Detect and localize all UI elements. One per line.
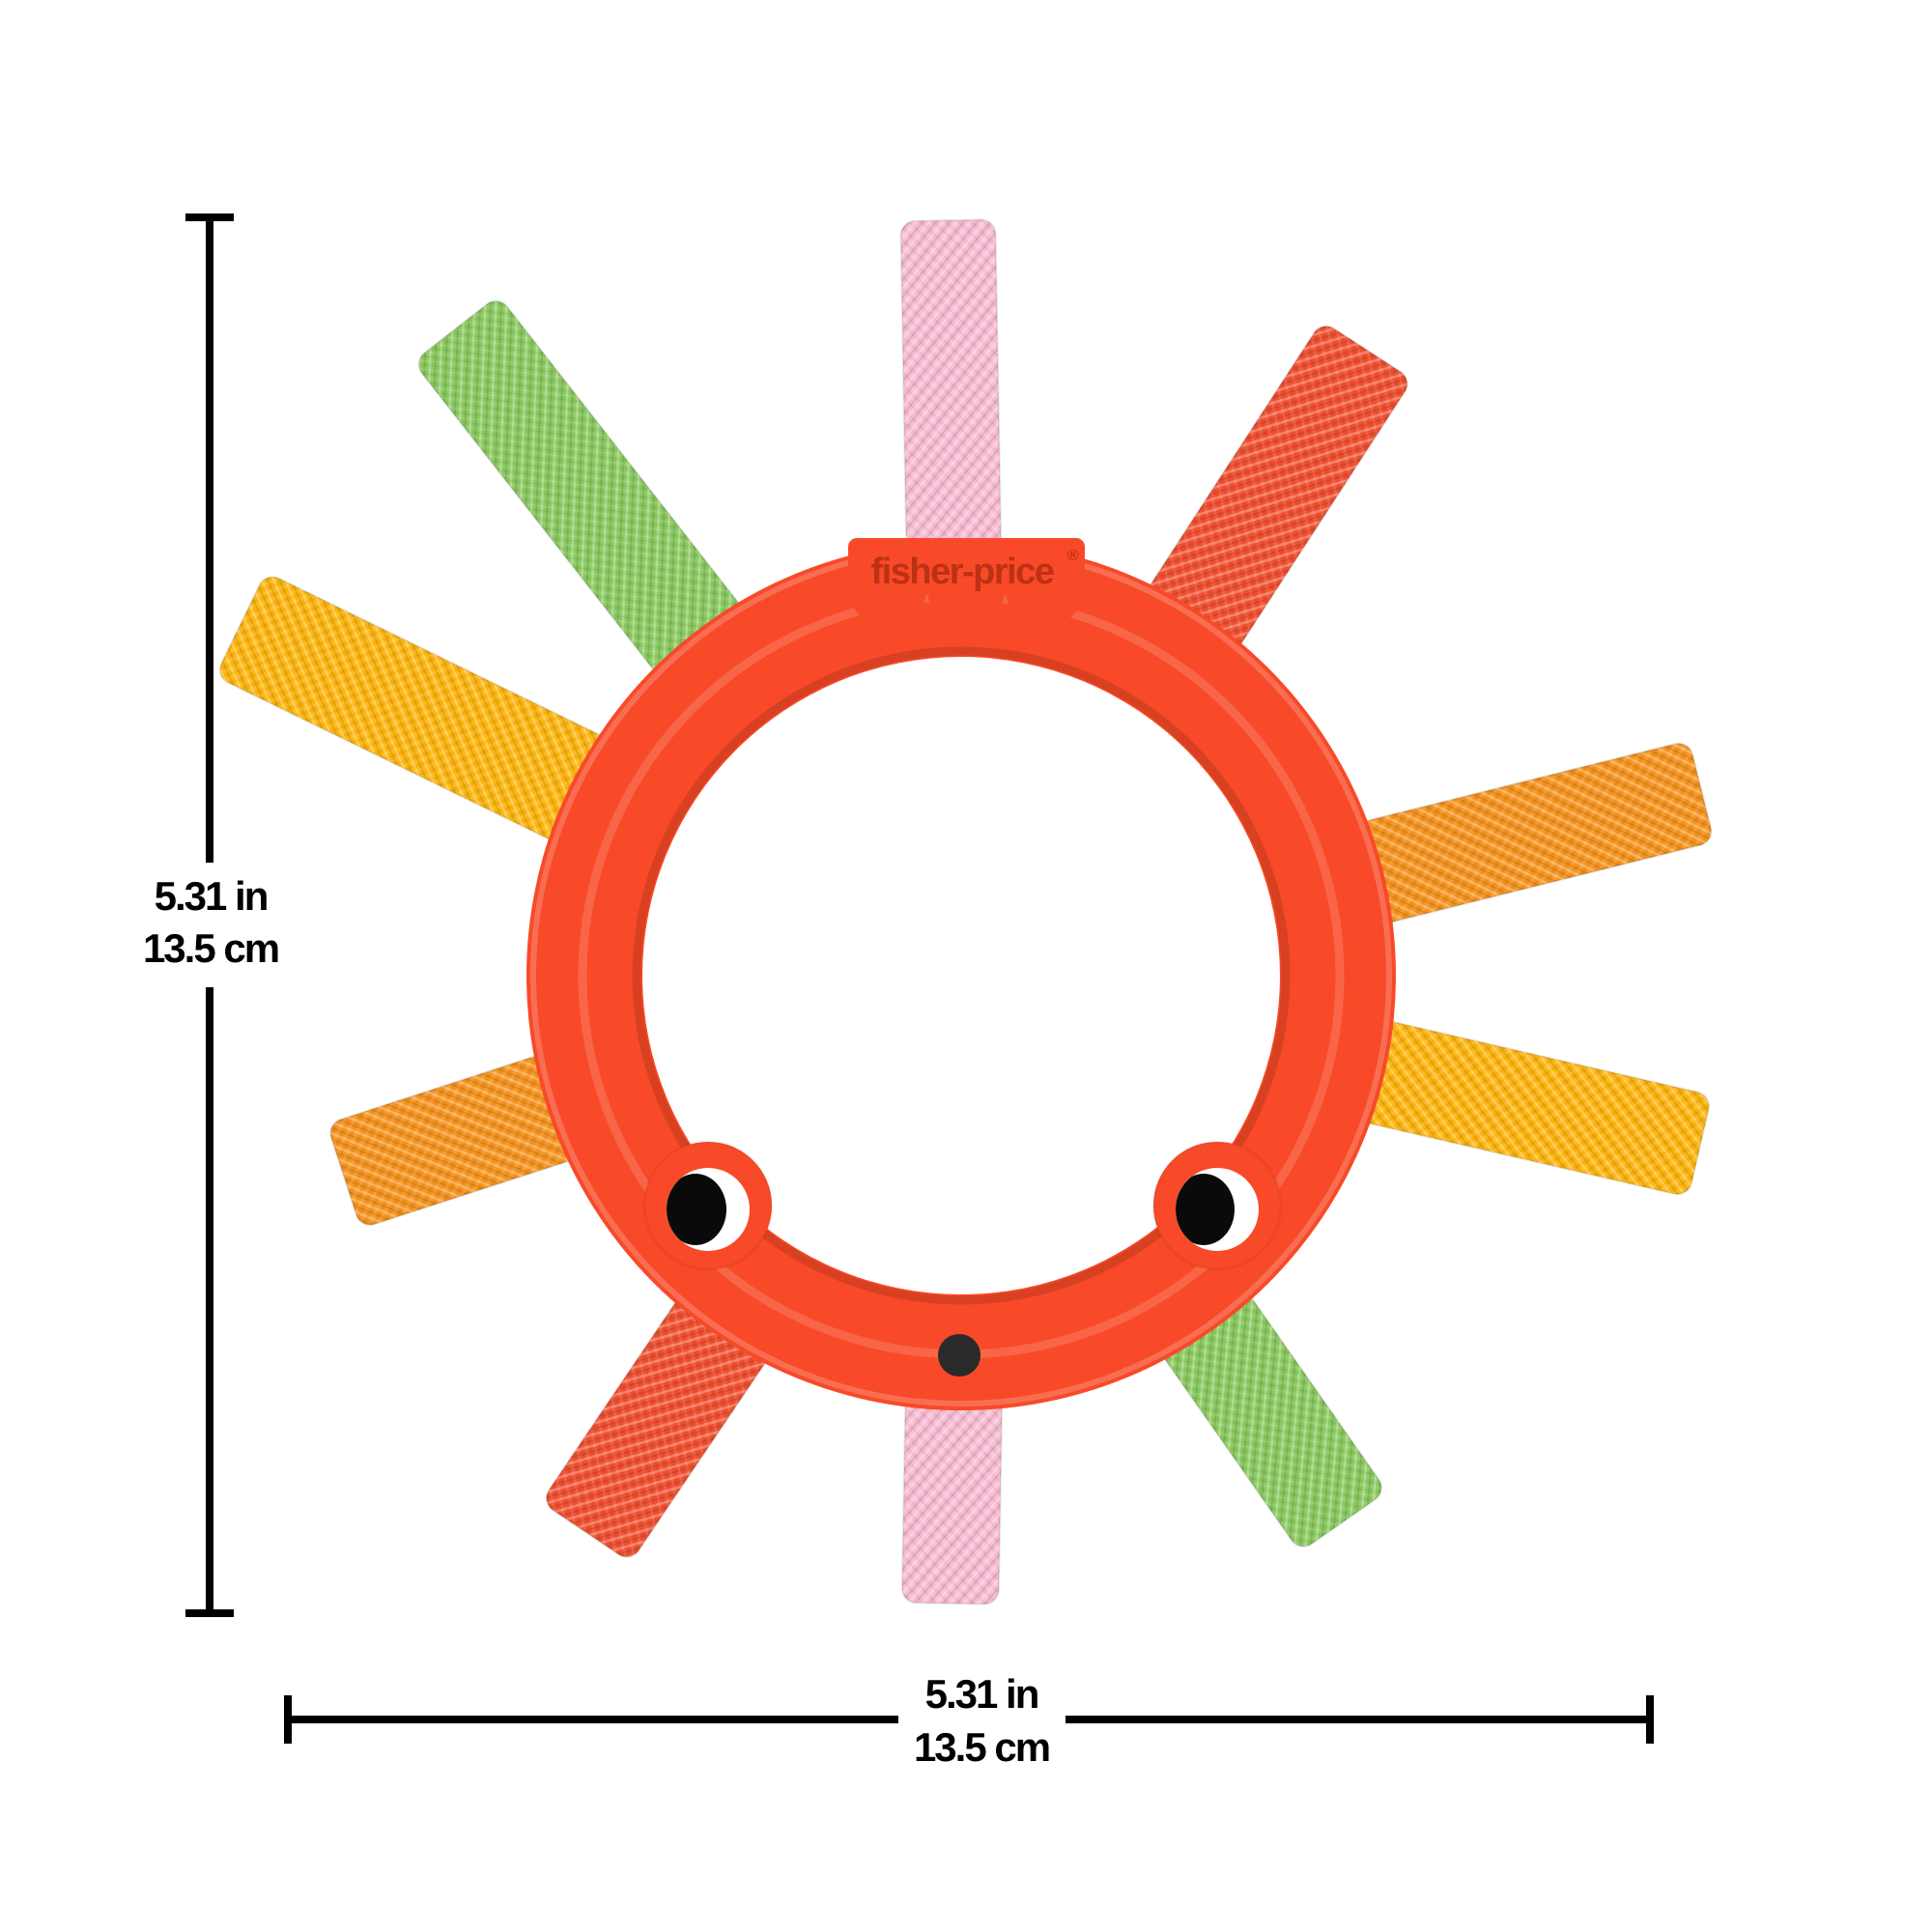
horizontal-dimension-cap-right <box>1646 1695 1654 1744</box>
yellow-lower-right-ribbon-texture-cross <box>1291 1006 1710 1195</box>
vertical-dimension-line-lower <box>206 987 213 1613</box>
horizontal-dimension-line-right <box>1065 1716 1650 1723</box>
pink-top-ribbon <box>899 218 1004 630</box>
brand-logo-text: fisher-price <box>871 552 1054 592</box>
right-eye <box>1176 1168 1259 1251</box>
badge-scallop-left <box>849 551 926 628</box>
horizontal-dimension-line-left <box>288 1716 898 1723</box>
left-eye-pupil <box>667 1174 726 1245</box>
brand-badge: fisher-price ® <box>848 538 1085 628</box>
right-eye-pupil <box>1176 1174 1235 1245</box>
pink-top-ribbon-texture-cross <box>900 219 1003 629</box>
green-upper-left-ribbon <box>417 299 785 730</box>
horizontal-dimension-label-inches: 5.31 in <box>924 1671 1040 1717</box>
horizontal-dimension-label-cm: 13.5 cm <box>913 1724 1051 1770</box>
ring <box>526 541 1396 1410</box>
badge-scallop-mid <box>927 551 1005 628</box>
vertical-dimension-line-upper <box>206 217 213 863</box>
badge-scallop-right <box>1006 551 1083 628</box>
yellow-left-ribbon-texture-cross <box>219 577 669 871</box>
vertical-dimension-label-cm: 13.5 cm <box>142 925 280 971</box>
vertical-dimension-label-inches: 5.31 in <box>154 873 270 919</box>
orange-upper-right-ribbon <box>1288 742 1713 941</box>
ring-inner-shadow <box>632 646 1291 1305</box>
left-eye <box>667 1168 750 1251</box>
orange-upper-right-ribbon-texture-cross <box>1289 743 1712 940</box>
green-upper-left-ribbon-texture-cross <box>418 300 784 729</box>
brand-registered-mark: ® <box>1067 548 1079 564</box>
yellow-left-ribbon <box>218 576 670 872</box>
yellow-lower-right-ribbon <box>1290 1005 1711 1196</box>
nose-dot <box>938 1334 980 1377</box>
vertical-dimension-cap-bottom <box>185 1609 234 1617</box>
